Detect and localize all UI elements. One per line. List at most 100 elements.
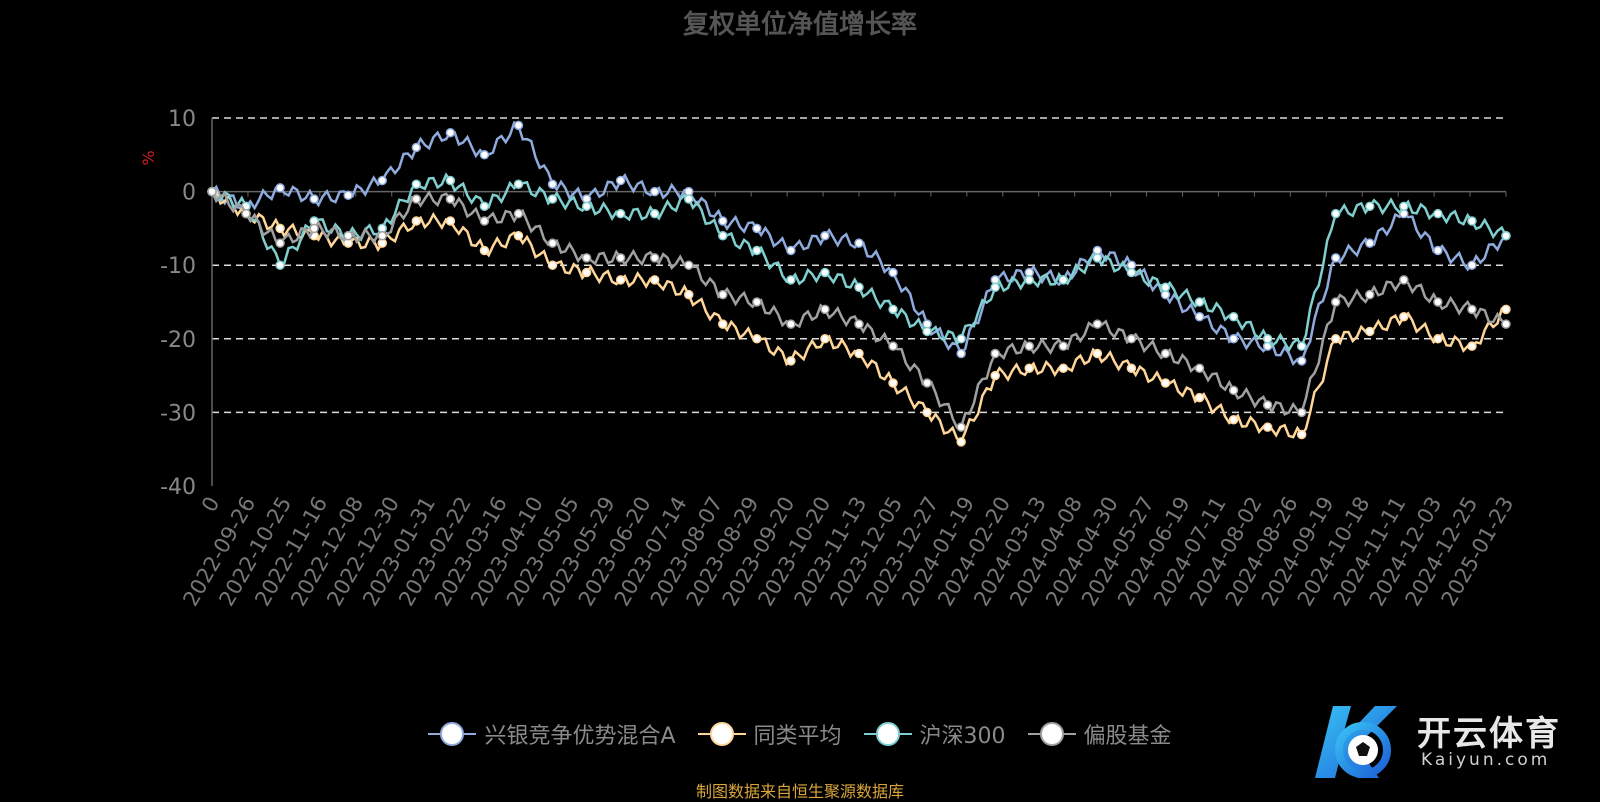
legend-label: 沪深300 xyxy=(919,724,1006,749)
data-point xyxy=(888,304,898,315)
data-point xyxy=(649,253,660,263)
data-point xyxy=(1296,356,1307,366)
data-point xyxy=(922,378,932,388)
legend-item-fund[interactable]: 兴银竞争优势混合A xyxy=(428,718,676,750)
data-point xyxy=(241,208,251,219)
data-point xyxy=(683,194,694,204)
data-point xyxy=(1399,275,1409,285)
data-point xyxy=(377,175,388,186)
data-point xyxy=(547,194,558,204)
legend-swatch-icon xyxy=(428,722,477,746)
data-point xyxy=(1160,378,1171,388)
legend-item-peer-average[interactable]: 同类平均 xyxy=(697,718,842,750)
data-point xyxy=(411,142,422,153)
data-point xyxy=(1058,363,1069,373)
data-point xyxy=(1194,363,1205,373)
legend-item-equity-fund[interactable]: 偏股基金 xyxy=(1027,718,1172,750)
data-point xyxy=(1160,348,1171,359)
data-point xyxy=(990,370,1000,381)
data-point xyxy=(1467,304,1477,315)
data-point xyxy=(411,216,422,226)
data-point xyxy=(1194,311,1205,322)
data-point xyxy=(854,319,864,329)
data-point xyxy=(1024,275,1035,285)
data-point xyxy=(1092,319,1103,329)
kaiyun-logo: 开云体育 Kaiyun.com xyxy=(1305,698,1595,788)
data-point xyxy=(207,186,217,197)
data-point xyxy=(513,231,524,241)
data-point xyxy=(1296,429,1307,440)
data-point xyxy=(1365,201,1375,212)
data-point xyxy=(1467,260,1477,270)
data-point xyxy=(854,348,864,359)
data-point xyxy=(683,260,694,270)
data-point xyxy=(615,175,626,186)
legend-swatch-icon xyxy=(863,722,912,746)
data-point xyxy=(990,282,1000,293)
data-point xyxy=(922,326,932,337)
data-point xyxy=(649,208,660,219)
data-point xyxy=(1092,348,1103,359)
data-point xyxy=(718,289,728,300)
data-point xyxy=(786,245,796,256)
data-point xyxy=(309,194,319,204)
legend-swatch-icon xyxy=(697,722,746,746)
data-point xyxy=(1262,334,1273,344)
legend-item-csi300[interactable]: 沪深300 xyxy=(863,718,1006,750)
data-point xyxy=(479,201,490,212)
data-point xyxy=(1194,297,1205,307)
data-point xyxy=(1262,422,1273,432)
data-point xyxy=(1433,208,1443,219)
data-point xyxy=(649,186,660,197)
data-point xyxy=(1228,334,1239,344)
data-point xyxy=(820,267,830,278)
logo-domain: Kaiyun.com xyxy=(1421,750,1551,770)
data-point xyxy=(752,297,762,307)
data-point xyxy=(513,179,524,189)
data-point xyxy=(888,341,898,351)
data-point xyxy=(718,216,728,226)
y-tick-label: 0 xyxy=(182,181,196,206)
data-point xyxy=(581,201,592,212)
data-point xyxy=(1399,201,1409,212)
data-point xyxy=(445,175,456,186)
data-point xyxy=(854,238,864,248)
data-point xyxy=(411,194,422,204)
data-point xyxy=(615,253,626,263)
data-point xyxy=(1330,253,1341,263)
y-tick-label: -30 xyxy=(160,401,196,426)
data-point xyxy=(1399,311,1409,322)
data-point xyxy=(513,120,524,131)
kaiyun-emblem-icon xyxy=(1315,706,1397,778)
data-point xyxy=(1262,400,1273,410)
data-point xyxy=(547,260,558,270)
data-point xyxy=(718,319,728,329)
data-point xyxy=(1126,334,1137,344)
data-point xyxy=(1501,231,1511,241)
data-point xyxy=(1330,208,1341,219)
data-point xyxy=(956,334,966,344)
data-point xyxy=(275,183,285,193)
data-point xyxy=(1228,385,1239,396)
legend-label: 兴银竞争优势混合A xyxy=(484,724,676,749)
data-point xyxy=(990,348,1000,359)
legend-label: 偏股基金 xyxy=(1083,724,1172,749)
data-point xyxy=(888,267,898,278)
data-point xyxy=(275,260,285,270)
data-point xyxy=(888,378,898,388)
data-point xyxy=(752,223,762,234)
data-point xyxy=(1433,245,1443,256)
data-point xyxy=(1126,363,1137,373)
data-point xyxy=(1228,311,1239,322)
data-point xyxy=(752,245,762,256)
data-point xyxy=(445,127,456,138)
data-point xyxy=(1296,341,1307,351)
data-point xyxy=(547,179,558,189)
data-point xyxy=(1433,334,1443,344)
data-point xyxy=(615,275,626,285)
data-point xyxy=(1058,341,1069,351)
logo-brand-name: 开云体育 xyxy=(1417,714,1561,754)
data-point xyxy=(377,231,388,241)
y-axis-label: % xyxy=(139,150,158,165)
